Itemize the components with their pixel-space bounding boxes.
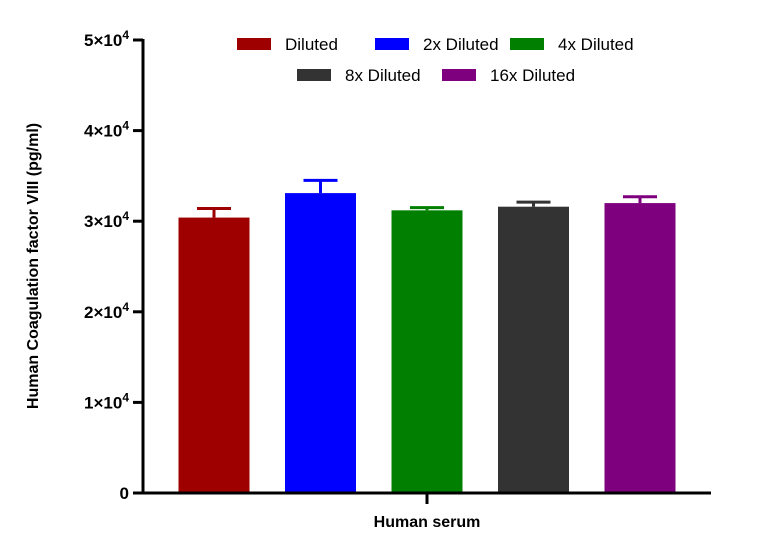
legend-swatch [510,38,544,50]
legend-swatch [297,69,331,81]
bar [498,206,569,494]
bar [604,203,676,493]
bars-group [178,193,676,494]
legend-swatch [442,69,476,81]
legend-label: 8x Diluted [345,66,421,85]
x-axis [142,491,711,504]
x-axis-title: Human serum [374,514,481,531]
bar [178,217,250,494]
bar [285,193,356,493]
legend: Diluted 2x Diluted 4x Diluted 8x Diluted 16x… [237,35,634,85]
legend-swatch [375,38,409,50]
legend-label: 16x Diluted [490,66,575,85]
legend-label: Diluted [285,35,338,54]
legend-swatch [237,38,271,50]
error-bars-group [197,178,657,218]
y-tick-label: 0 [120,484,129,503]
y-tick-label: 2×104 [84,300,129,322]
legend-label: 2x Diluted [423,35,499,54]
y-axis: 0 1×104 2×104 3×104 4×104 5×104 [84,28,145,503]
y-axis-title: Human Coagulation factor VIII (pg/ml) [25,123,42,409]
y-tick-label: 3×104 [84,209,129,231]
bar [391,210,463,493]
y-tick-label: 4×104 [84,119,129,141]
y-tick-label: 1×104 [84,390,129,412]
y-tick-label: 5×104 [84,28,129,50]
legend-label: 4x Diluted [558,35,634,54]
